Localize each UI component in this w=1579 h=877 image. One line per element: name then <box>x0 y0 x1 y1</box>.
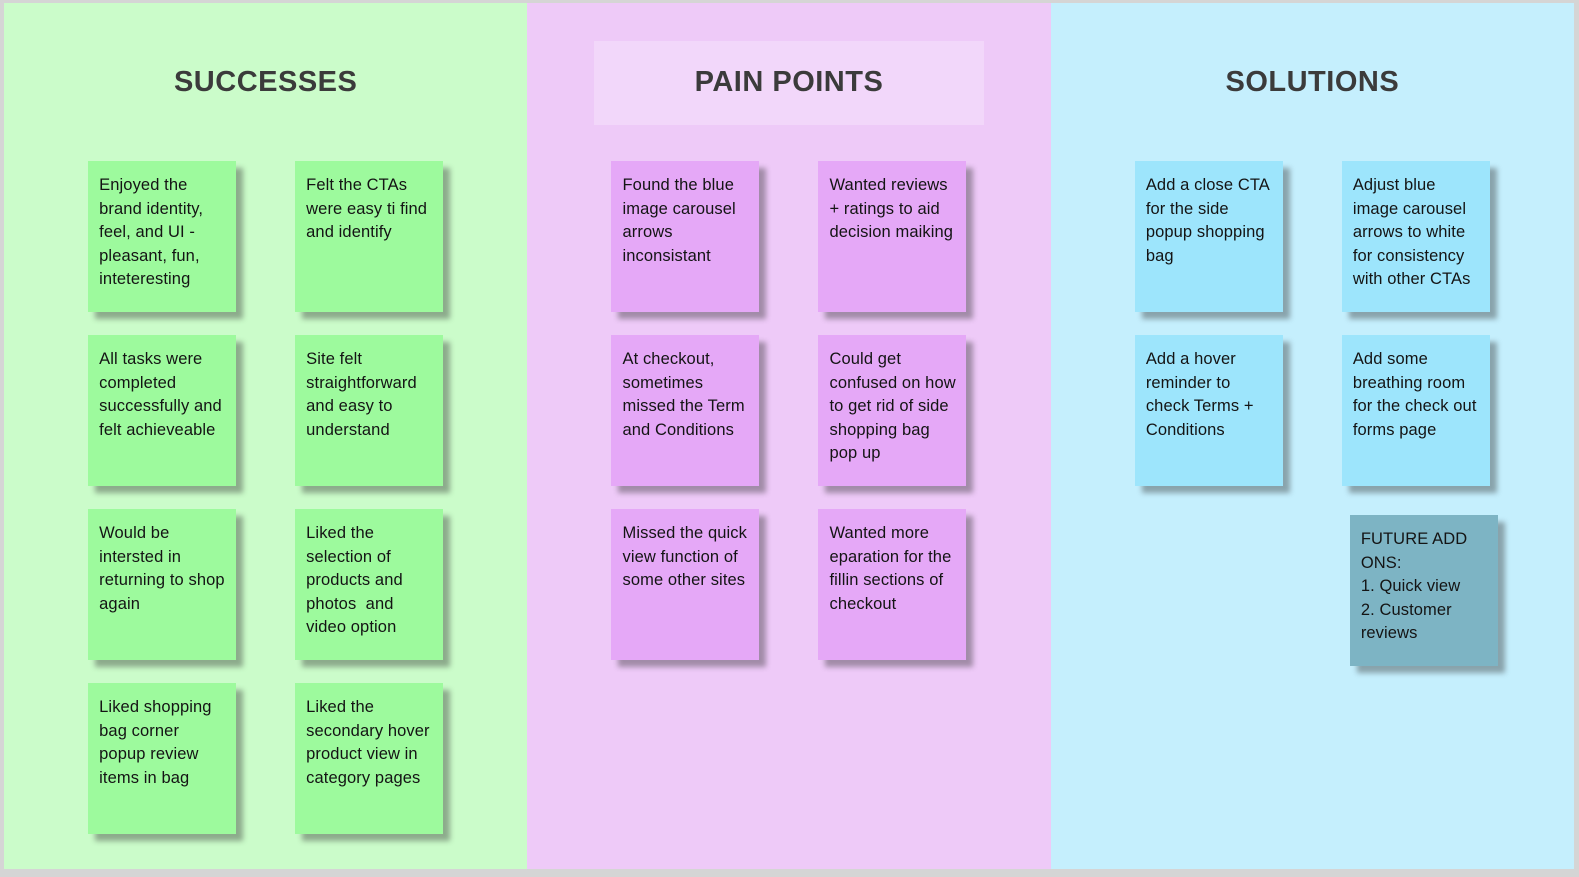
column-header-pain-points: PAIN POINTS <box>527 3 1050 161</box>
sticky-note[interactable]: Add a close CTA for the side popup shopp… <box>1134 161 1283 312</box>
affinity-board: SUCCESSES Enjoyed the brand identity, fe… <box>4 3 1574 869</box>
sticky-note[interactable]: Liked the selection of products and phot… <box>295 509 444 660</box>
column-successes: SUCCESSES Enjoyed the brand identity, fe… <box>4 3 528 869</box>
column-pain-points: PAIN POINTS Found the blue image carouse… <box>527 3 1051 869</box>
sticky-note[interactable]: Missed the quick view function of some o… <box>611 509 760 660</box>
column-title-pain-points: PAIN POINTS <box>694 65 884 98</box>
column-solutions: SOLUTIONS Add a close CTA for the side p… <box>1050 3 1574 869</box>
sticky-note-future-add-ons[interactable]: FUTURE ADD ONS: 1. Quick view 2. Custome… <box>1349 515 1498 666</box>
sticky-note[interactable]: Liked the secondary hover product view i… <box>295 683 444 834</box>
notes-grid-successes: Enjoyed the brand identity, feel, and UI… <box>88 161 444 834</box>
sticky-note[interactable]: Liked shopping bag corner popup review i… <box>88 683 237 834</box>
column-header-successes: SUCCESSES <box>4 3 527 161</box>
sticky-note[interactable]: At checkout, sometimes missed the Term a… <box>611 335 760 486</box>
sticky-note[interactable]: Could get confused on how to get rid of … <box>818 335 967 486</box>
sticky-note[interactable]: Add some breathing room for the check ou… <box>1341 335 1490 486</box>
sticky-note[interactable]: Add a hover reminder to check Terms + Co… <box>1134 335 1283 486</box>
sticky-note[interactable]: Adjust blue image carousel arrows to whi… <box>1341 161 1490 312</box>
sticky-note[interactable]: Wanted reviews + ratings to aid decision… <box>818 161 967 312</box>
sticky-note[interactable]: All tasks were completed successfully an… <box>88 335 237 486</box>
sticky-note[interactable]: Found the blue image carousel arrows inc… <box>611 161 760 312</box>
column-title-successes: SUCCESSES <box>173 65 358 98</box>
sticky-note[interactable]: Wanted more eparation for the fillin sec… <box>818 509 967 660</box>
sticky-note[interactable]: Would be intersted in returning to shop … <box>88 509 237 660</box>
notes-grid-pain-points: Found the blue image carousel arrows inc… <box>611 161 967 660</box>
sticky-note[interactable]: Felt the CTAs were easy ti find and iden… <box>295 161 444 312</box>
column-header-solutions: SOLUTIONS <box>1051 3 1574 161</box>
sticky-note[interactable]: Enjoyed the brand identity, feel, and UI… <box>88 161 237 312</box>
sticky-note[interactable]: Site felt straightforward and easy to un… <box>295 335 444 486</box>
notes-grid-solutions: Add a close CTA for the side popup shopp… <box>1134 161 1498 666</box>
column-title-solutions: SOLUTIONS <box>1225 65 1400 98</box>
